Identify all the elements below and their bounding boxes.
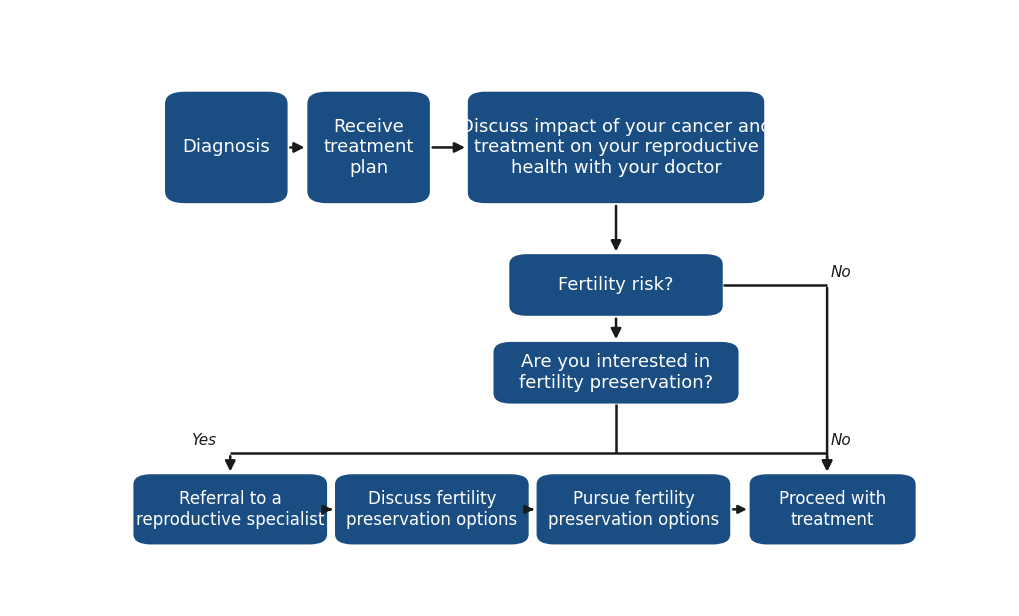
Text: Proceed with
treatment: Proceed with treatment	[779, 490, 886, 529]
FancyBboxPatch shape	[749, 474, 915, 545]
Text: Yes: Yes	[191, 432, 216, 448]
FancyBboxPatch shape	[334, 474, 528, 545]
Text: Referral to a
reproductive specialist: Referral to a reproductive specialist	[136, 490, 324, 529]
Text: Fertility risk?: Fertility risk?	[557, 276, 674, 294]
FancyBboxPatch shape	[307, 92, 429, 203]
FancyBboxPatch shape	[536, 474, 730, 545]
FancyBboxPatch shape	[133, 474, 327, 545]
FancyBboxPatch shape	[508, 254, 722, 316]
FancyBboxPatch shape	[468, 92, 763, 203]
Text: Receive
treatment
plan: Receive treatment plan	[323, 118, 414, 177]
FancyBboxPatch shape	[493, 342, 738, 403]
Text: Discuss impact of your cancer and
treatment on your reproductive
health with you: Discuss impact of your cancer and treatm…	[460, 118, 771, 177]
Text: No: No	[830, 265, 851, 280]
Text: Pursue fertility
preservation options: Pursue fertility preservation options	[547, 490, 718, 529]
FancyBboxPatch shape	[165, 92, 287, 203]
Text: Diagnosis: Diagnosis	[182, 139, 270, 156]
Text: No: No	[830, 432, 851, 448]
Text: Discuss fertility
preservation options: Discuss fertility preservation options	[345, 490, 517, 529]
Text: Are you interested in
fertility preservation?: Are you interested in fertility preserva…	[519, 354, 712, 392]
